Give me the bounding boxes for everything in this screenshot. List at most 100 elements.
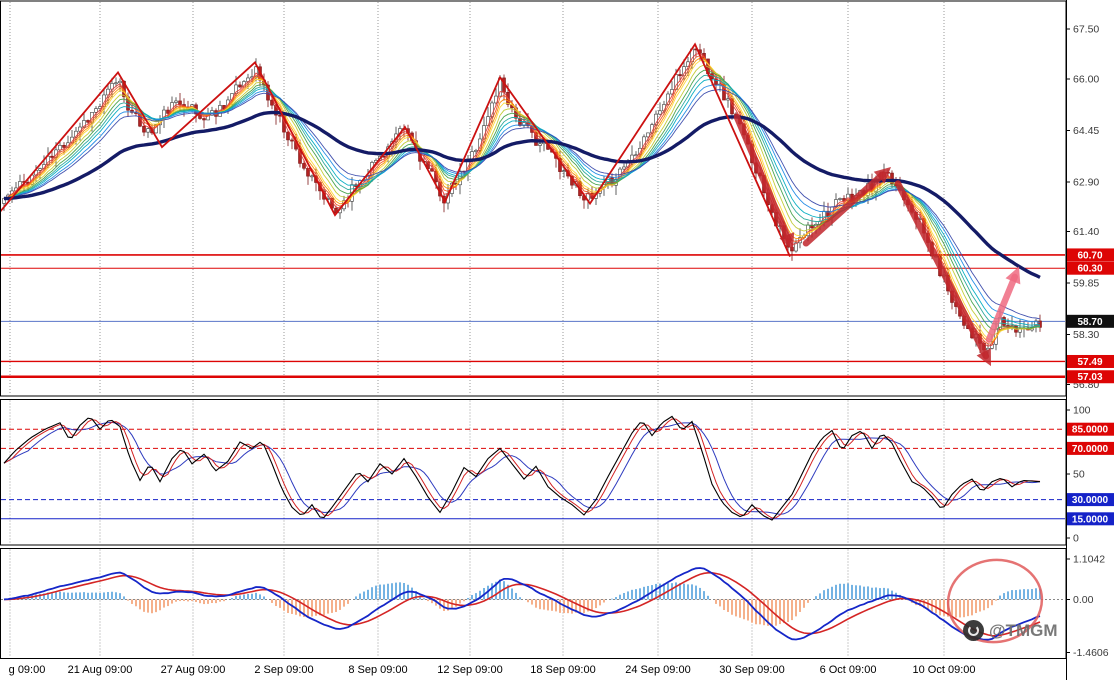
macd-histogram-bar [671, 583, 673, 600]
macd-histogram-bar [663, 583, 665, 600]
macd-histogram-bar [411, 587, 413, 600]
macd-histogram-bar [447, 599, 449, 611]
macd-histogram-bar [107, 592, 109, 600]
macd-histogram-bar [899, 594, 901, 600]
macd-histogram-bar [223, 599, 225, 602]
macd-histogram-bar [643, 586, 645, 600]
macd-histogram-bar [551, 599, 553, 611]
macd-histogram-bar [151, 599, 153, 614]
macd-histogram-bar [327, 599, 329, 614]
macd-histogram-bar [379, 584, 381, 600]
macd-panel [1, 558, 1065, 644]
axis-tick-label: 0 [1073, 533, 1079, 545]
macd-histogram-bar [1035, 588, 1037, 600]
macd-histogram-bar [287, 599, 289, 614]
macd-histogram-bar [187, 599, 189, 602]
macd-histogram-bar [355, 596, 357, 600]
macd-histogram-bar [939, 599, 941, 616]
macd-histogram-bar [503, 581, 505, 600]
macd-histogram-bar [1027, 589, 1029, 600]
macd-histogram-bar [383, 584, 385, 600]
macd-histogram-bar [631, 589, 633, 600]
macd-histogram-bar [43, 593, 45, 600]
ma-ribbon-line [3, 84, 1041, 323]
macd-histogram-bar [779, 599, 781, 625]
macd-histogram-bar [1031, 589, 1033, 600]
svg-text:70.0000: 70.0000 [1072, 444, 1109, 455]
price-axis: 67.5066.0064.4562.9061.4059.8558.3056.80… [1066, 24, 1114, 659]
macd-histogram-bar [131, 599, 133, 604]
macd-histogram-bar [323, 599, 325, 615]
macd-histogram-bar [823, 590, 825, 600]
trend-arrow-head [779, 232, 795, 250]
macd-histogram-bar [271, 599, 273, 603]
macd-histogram-bar [147, 599, 149, 613]
macd-histogram-bar [883, 587, 885, 600]
macd-histogram-bar [559, 599, 561, 613]
macd-histogram-bar [339, 599, 341, 610]
macd-histogram-bar [519, 597, 521, 600]
macd-histogram-bar [827, 588, 829, 600]
macd-histogram-bar [603, 599, 605, 603]
macd-histogram-bar [539, 599, 541, 610]
macd-histogram-bar [399, 582, 401, 600]
time-axis: g 09:00 21 Aug 09:00 27 Aug 09:00 2 Sep 09:… [9, 664, 976, 676]
time-tick-label: 12 Sep 09:00 [437, 664, 502, 676]
price-tag: 30.0000 [1067, 493, 1114, 507]
macd-histogram-bar [735, 599, 737, 617]
macd-histogram-bar [275, 599, 277, 607]
macd-histogram-bar [491, 583, 493, 600]
macd-histogram-bar [991, 599, 993, 606]
macd-histogram-bar [199, 599, 201, 604]
macd-histogram-bar [467, 597, 469, 600]
macd-histogram-bar [995, 599, 997, 601]
macd-histogram-bar [763, 599, 765, 626]
macd-histogram-bar [459, 599, 461, 604]
macd-histogram-bar [67, 592, 69, 600]
macd-histogram-bar [803, 599, 805, 608]
macd-histogram-bar [587, 599, 589, 612]
macd-histogram-bar [543, 599, 545, 610]
macd-histogram-bar [751, 599, 753, 623]
macd-histogram-bar [547, 599, 549, 611]
svg-text:57.03: 57.03 [1077, 372, 1102, 383]
macd-histogram-bar [431, 599, 433, 604]
macd-histogram-bar [695, 585, 697, 600]
macd-histogram-bar [1039, 588, 1041, 600]
oscillator-blue-line [3, 421, 1041, 515]
macd-histogram-bar [619, 594, 621, 600]
macd-histogram-bar [475, 593, 477, 600]
macd-histogram-bar [115, 592, 117, 600]
time-tick-label: g 09:00 [9, 664, 46, 676]
macd-histogram-bar [419, 595, 421, 600]
macd-histogram-bar [831, 586, 833, 600]
macd-histogram-bar [743, 599, 745, 620]
macd-histogram-bar [259, 594, 261, 600]
axis-tick-label: 1.1042 [1073, 554, 1105, 566]
annotation-circle [946, 558, 1044, 644]
macd-histogram-bar [255, 592, 257, 600]
macd-histogram-bar [975, 599, 977, 614]
time-tick-label: 6 Oct 09:00 [820, 664, 877, 676]
macd-histogram-bar [515, 592, 517, 600]
trend-arrow-head [976, 348, 991, 367]
trend-arrow-head [873, 166, 891, 184]
macd-histogram-bar [87, 592, 89, 600]
axis-tick-label: 67.50 [1073, 24, 1099, 36]
macd-histogram-bar [527, 599, 529, 603]
macd-histogram-bar [955, 599, 957, 618]
macd-histogram-bar [1015, 590, 1017, 600]
macd-histogram-bar [699, 587, 701, 600]
macd-histogram-bar [211, 599, 213, 604]
macd-histogram-bar [387, 583, 389, 600]
macd-histogram-bar [263, 596, 265, 600]
macd-histogram-bar [739, 599, 741, 618]
macd-histogram-bar [135, 599, 137, 607]
macd-histogram-bar [283, 599, 285, 611]
macd-histogram-bar [311, 599, 313, 617]
macd-histogram-bar [775, 599, 777, 626]
macd-histogram-bar [215, 599, 217, 604]
macd-histogram-bar [455, 599, 457, 607]
